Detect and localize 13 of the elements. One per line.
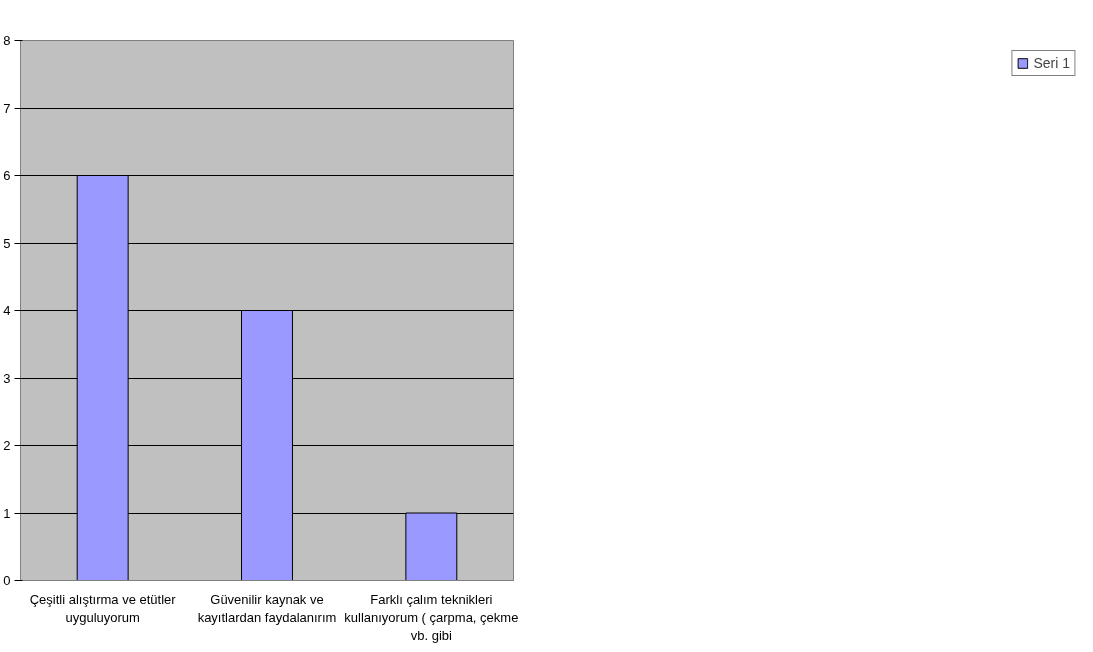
x-tick-label: Farklı çalım teknikleri kullanıyorum ( çarpma, çekme vb. gibi — [344, 591, 519, 643]
y-tick-label: 1 — [3, 505, 11, 521]
x-tick-label: Güvenilir kaynak ve kayıtlardan faydalanırım — [197, 591, 337, 625]
legend-label: Seri 1 — [1033, 55, 1070, 71]
y-tick-label: 4 — [3, 303, 11, 318]
y-tick-label: 6 — [3, 168, 11, 183]
y-tick-label: 8 — [3, 33, 11, 48]
y-tick-label: 2 — [3, 438, 11, 453]
y-tick-label: 5 — [3, 235, 11, 251]
x-tick-label: Çeşitli alıştırma ve etütler uyguluyorum — [29, 591, 177, 625]
y-tick-label: 3 — [3, 370, 11, 386]
y-tick-label: 7 — [3, 100, 11, 116]
y-tick-label: 0 — [3, 573, 11, 588]
